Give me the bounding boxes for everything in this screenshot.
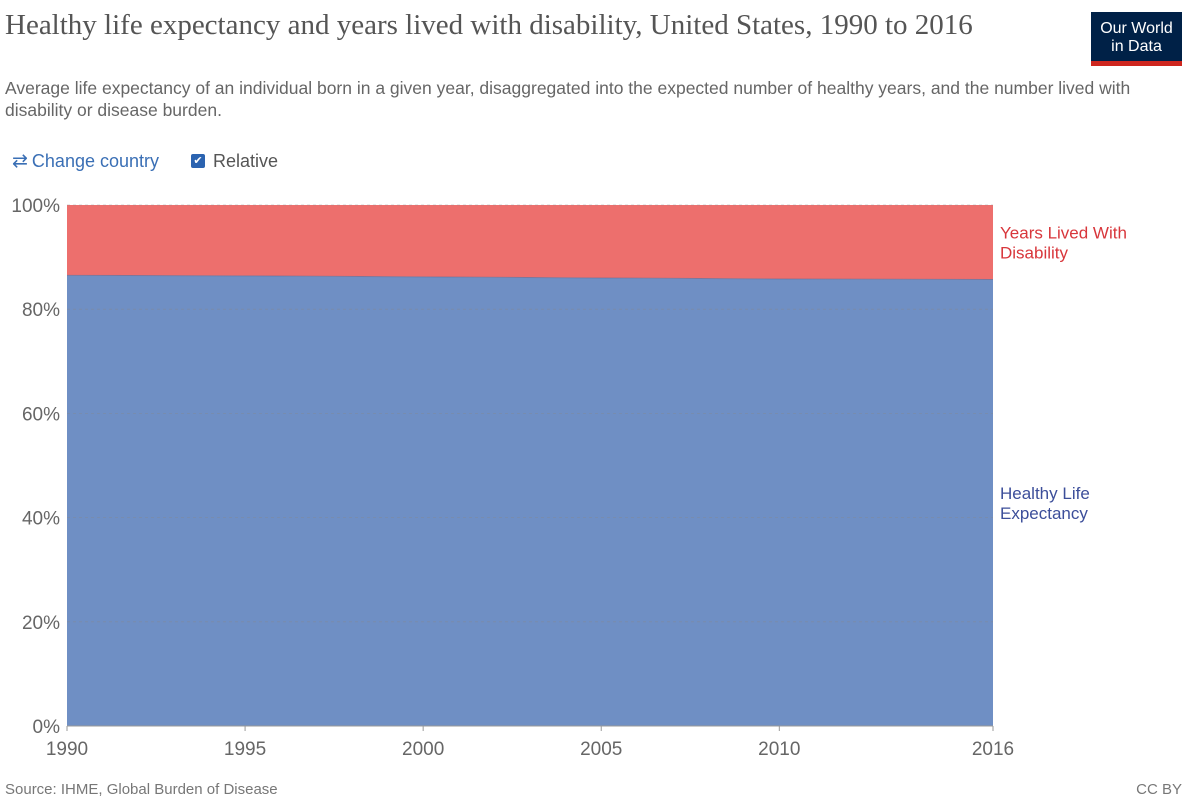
owid-logo[interactable]: Our World in Data [1091, 12, 1182, 66]
x-tick-label: 1995 [224, 739, 266, 760]
change-country-label: Change country [31, 150, 160, 171]
license-link[interactable]: CC BY [1136, 781, 1182, 798]
y-tick-label: 20% [22, 613, 60, 634]
series-label: Healthy Life Expectancy [1000, 484, 1090, 523]
logo-line-2: in Data [1111, 38, 1162, 55]
x-tick-label: 2005 [580, 739, 622, 760]
chart-controls: ⇄ Change country ✔ Relative [12, 148, 278, 174]
relative-label: Relative [213, 150, 279, 171]
y-tick-label: 40% [22, 509, 60, 530]
series-area-1 [67, 205, 993, 280]
relative-toggle[interactable]: ✔ Relative [191, 151, 278, 172]
x-tick-label: 2000 [402, 739, 444, 760]
series-area-0 [67, 275, 993, 726]
y-tick-label: 60% [22, 404, 60, 425]
series-label: Years Lived With Disability [1000, 223, 1127, 262]
y-tick-label: 0% [33, 717, 61, 738]
x-tick-label: 2016 [972, 739, 1014, 760]
relative-checkbox[interactable]: ✔ [191, 154, 206, 168]
y-tick-label: 80% [22, 300, 60, 321]
swap-arrows-icon: ⇄ [12, 150, 28, 172]
chart-subtitle: Average life expectancy of an individual… [5, 78, 1131, 120]
x-tick-label: 1990 [46, 739, 88, 760]
y-tick-label: 100% [11, 196, 60, 217]
source-note[interactable]: Source: IHME, Global Burden of Disease [5, 781, 278, 798]
chart-title: Healthy life expectancy and years lived … [5, 9, 973, 41]
series-boundary-line [66, 274, 994, 281]
logo-line-1: Our World [1100, 20, 1173, 37]
change-country-button[interactable]: ⇄ Change country [12, 150, 159, 173]
x-tick-label: 2010 [758, 739, 800, 760]
